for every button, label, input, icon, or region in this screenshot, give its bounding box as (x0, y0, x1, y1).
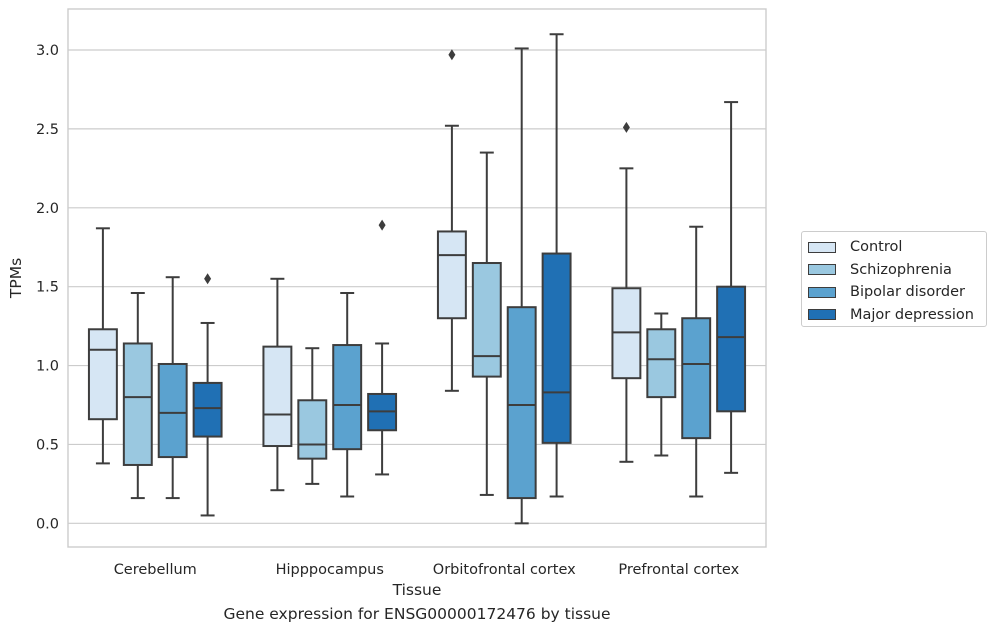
legend-swatch-major-depression (808, 309, 836, 321)
y-tick-label: 0.5 (36, 437, 59, 453)
box (716, 285, 747, 413)
legend-label-major-depression: Major depression (850, 306, 974, 323)
y-tick-label: 3.0 (36, 43, 59, 59)
box (122, 342, 153, 466)
outlier-marker (378, 219, 386, 231)
box (646, 328, 677, 399)
y-tick-label: 1.5 (36, 280, 59, 296)
outlier-marker (204, 273, 212, 285)
box (506, 306, 537, 500)
legend-label-bipolar-disorder: Bipolar disorder (850, 284, 965, 301)
legend-item-schizophrenia: Schizophrenia (808, 259, 986, 282)
y-tick-label: 2.0 (36, 201, 59, 217)
x-tick-label: Prefrontal cortex (618, 562, 739, 578)
outlier-marker (622, 121, 630, 133)
box (681, 317, 712, 440)
box (297, 399, 328, 460)
box (332, 344, 363, 451)
box (87, 328, 118, 421)
box (471, 262, 502, 378)
x-tick-label: Cerebellum (114, 562, 197, 578)
box (436, 230, 467, 320)
box (157, 362, 188, 459)
outlier-marker (448, 49, 456, 61)
y-axis-label: TPMs (7, 258, 25, 299)
box (192, 381, 223, 438)
legend-swatch-schizophrenia (808, 264, 836, 276)
legend-label-control: Control (850, 239, 903, 256)
box (541, 252, 572, 444)
legend-label-schizophrenia: Schizophrenia (850, 261, 952, 278)
figure-caption: Gene expression for ENSG00000172476 by t… (223, 605, 611, 623)
legend-item-major-depression: Major depression (808, 304, 986, 327)
y-tick-label: 0.0 (36, 516, 59, 532)
y-tick-label: 2.5 (36, 122, 59, 138)
legend: Control Schizophrenia Bipolar disorder M… (801, 231, 987, 327)
legend-item-control: Control (808, 236, 986, 259)
x-axis-label: Tissue (392, 581, 442, 599)
x-tick-label: Hipppocampus (276, 562, 384, 578)
legend-swatch-control (808, 241, 836, 253)
box (262, 345, 293, 448)
legend-item-bipolar-disorder: Bipolar disorder (808, 281, 986, 304)
legend-swatch-bipolar-disorder (808, 286, 836, 298)
x-tick-label: Orbitofrontal cortex (433, 562, 576, 578)
y-tick-label: 1.0 (36, 359, 59, 375)
plot-frame (67, 8, 767, 548)
